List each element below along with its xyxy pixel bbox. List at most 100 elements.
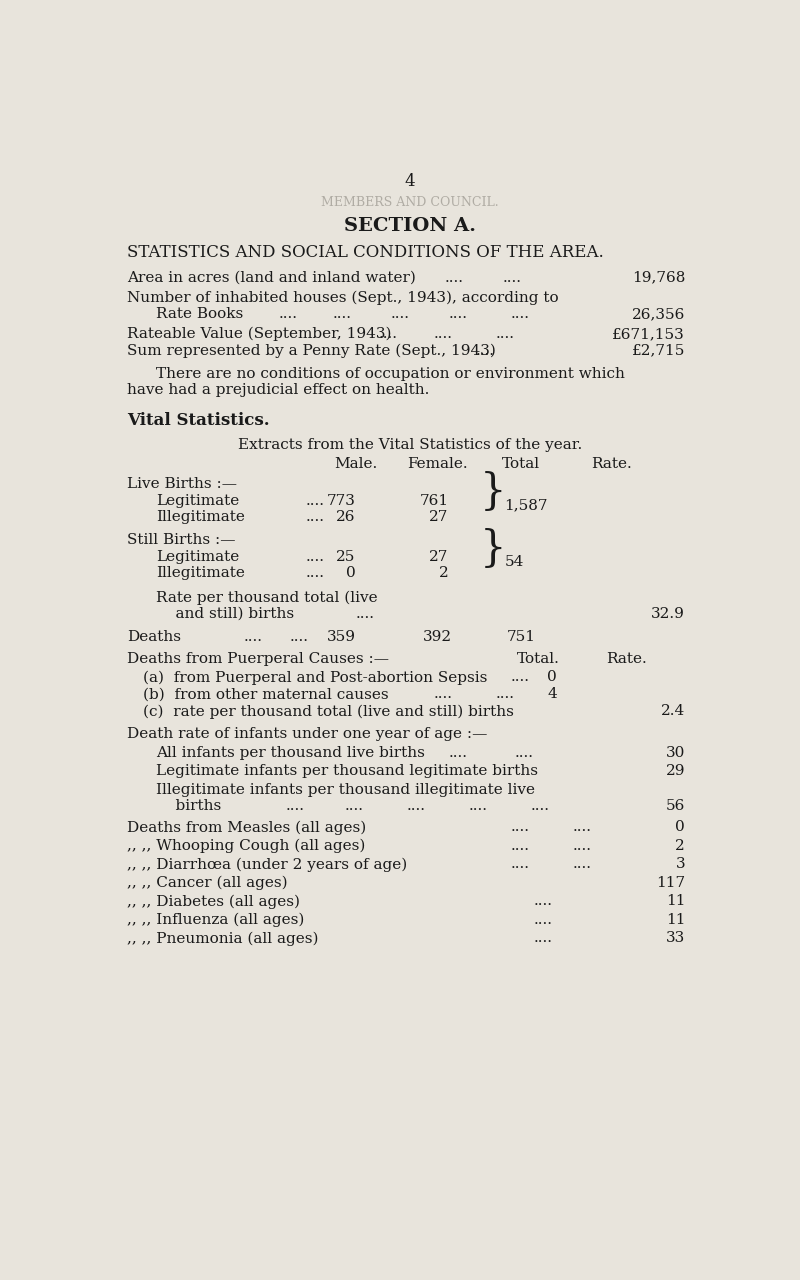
Text: Legitimate: Legitimate: [156, 494, 239, 508]
Text: }: }: [480, 471, 506, 513]
Text: have had a prejudicial effect on health.: have had a prejudicial effect on health.: [127, 383, 430, 397]
Text: }: }: [480, 527, 506, 570]
Text: ....: ....: [286, 799, 305, 813]
Text: Total.: Total.: [517, 652, 559, 666]
Text: ....: ....: [344, 799, 363, 813]
Text: ,, ,, Whooping Cough (all ages): ,, ,, Whooping Cough (all ages): [127, 838, 366, 854]
Text: (a)  from Puerperal and Post-abortion Sepsis: (a) from Puerperal and Post-abortion Sep…: [142, 671, 487, 685]
Text: 0: 0: [547, 671, 558, 685]
Text: ....: ....: [243, 630, 262, 644]
Text: ....: ....: [379, 326, 398, 340]
Text: Illegitimate infants per thousand illegitimate live: Illegitimate infants per thousand illegi…: [156, 782, 534, 796]
Text: 11: 11: [666, 913, 685, 927]
Text: ....: ....: [476, 344, 495, 358]
Text: ,, ,, Diarrhœa (under 2 years of age): ,, ,, Diarrhœa (under 2 years of age): [127, 858, 407, 872]
Text: Area in acres (land and inland water): Area in acres (land and inland water): [127, 270, 416, 284]
Text: MEMBERS AND COUNCIL.: MEMBERS AND COUNCIL.: [321, 196, 499, 209]
Text: ....: ....: [356, 607, 374, 621]
Text: ,, ,, Influenza (all ages): ,, ,, Influenza (all ages): [127, 913, 305, 927]
Text: ....: ....: [510, 307, 530, 321]
Text: ....: ....: [573, 820, 592, 835]
Text: ....: ....: [468, 799, 487, 813]
Text: ....: ....: [333, 307, 351, 321]
Text: ....: ....: [510, 858, 530, 872]
Text: ....: ....: [510, 820, 530, 835]
Text: Rate per thousand total (live: Rate per thousand total (live: [156, 591, 378, 605]
Text: ,, ,, Diabetes (all ages): ,, ,, Diabetes (all ages): [127, 895, 300, 909]
Text: ....: ....: [306, 566, 324, 580]
Text: ....: ....: [434, 687, 452, 701]
Text: 11: 11: [666, 895, 685, 909]
Text: 29: 29: [666, 764, 685, 778]
Text: ....: ....: [510, 671, 530, 685]
Text: 0: 0: [675, 820, 685, 835]
Text: 25: 25: [336, 550, 356, 564]
Text: births: births: [156, 799, 221, 813]
Text: ....: ....: [534, 913, 553, 927]
Text: 56: 56: [666, 799, 685, 813]
Text: 117: 117: [656, 876, 685, 890]
Text: 2.4: 2.4: [661, 704, 685, 718]
Text: ....: ....: [290, 630, 309, 644]
Text: 27: 27: [430, 511, 449, 524]
Text: Female.: Female.: [407, 457, 467, 471]
Text: ....: ....: [306, 511, 324, 524]
Text: 30: 30: [666, 746, 685, 760]
Text: Legitimate infants per thousand legitimate births: Legitimate infants per thousand legitima…: [156, 764, 538, 778]
Text: 27: 27: [430, 550, 449, 564]
Text: 2: 2: [439, 566, 449, 580]
Text: Rate Books: Rate Books: [156, 307, 243, 321]
Text: 1,587: 1,587: [505, 498, 548, 512]
Text: Live Births :—: Live Births :—: [127, 477, 237, 492]
Text: Male.: Male.: [334, 457, 378, 471]
Text: 751: 751: [506, 630, 535, 644]
Text: 2: 2: [675, 838, 685, 852]
Text: All infants per thousand live births: All infants per thousand live births: [156, 746, 425, 760]
Text: Deaths from Puerperal Causes :—: Deaths from Puerperal Causes :—: [127, 652, 389, 666]
Text: 19,768: 19,768: [632, 270, 685, 284]
Text: ....: ....: [495, 687, 514, 701]
Text: (b)  from other maternal causes: (b) from other maternal causes: [142, 687, 388, 701]
Text: ....: ....: [390, 307, 410, 321]
Text: 4: 4: [405, 173, 415, 189]
Text: Sum represented by a Penny Rate (Sept., 1943): Sum represented by a Penny Rate (Sept., …: [127, 344, 496, 358]
Text: 26,356: 26,356: [632, 307, 685, 321]
Text: Rate.: Rate.: [591, 457, 632, 471]
Text: ....: ....: [514, 746, 534, 760]
Text: Illegitimate: Illegitimate: [156, 566, 245, 580]
Text: STATISTICS AND SOCIAL CONDITIONS OF THE AREA.: STATISTICS AND SOCIAL CONDITIONS OF THE …: [127, 244, 604, 261]
Text: Still Births :—: Still Births :—: [127, 534, 236, 548]
Text: Number of inhabited houses (Sept., 1943), according to: Number of inhabited houses (Sept., 1943)…: [127, 291, 558, 305]
Text: Death rate of infants under one year of age :—: Death rate of infants under one year of …: [127, 727, 487, 741]
Text: ....: ....: [510, 838, 530, 852]
Text: ....: ....: [406, 799, 425, 813]
Text: 3: 3: [675, 858, 685, 872]
Text: ....: ....: [278, 307, 298, 321]
Text: ....: ....: [573, 838, 592, 852]
Text: Deaths: Deaths: [127, 630, 181, 644]
Text: ....: ....: [306, 550, 324, 564]
Text: Deaths from Measles (all ages): Deaths from Measles (all ages): [127, 820, 366, 835]
Text: SECTION A.: SECTION A.: [344, 216, 476, 234]
Text: ....: ....: [530, 799, 549, 813]
Text: Rate.: Rate.: [606, 652, 647, 666]
Text: Extracts from the Vital Statistics of the year.: Extracts from the Vital Statistics of th…: [238, 439, 582, 453]
Text: 761: 761: [420, 494, 449, 508]
Text: 33: 33: [666, 932, 685, 946]
Text: ....: ....: [306, 494, 324, 508]
Text: ,, ,, Pneumonia (all ages): ,, ,, Pneumonia (all ages): [127, 932, 318, 946]
Text: ....: ....: [445, 270, 464, 284]
Text: ....: ....: [449, 746, 468, 760]
Text: Total: Total: [502, 457, 540, 471]
Text: ....: ....: [449, 307, 468, 321]
Text: ....: ....: [503, 270, 522, 284]
Text: Vital Statistics.: Vital Statistics.: [127, 412, 270, 429]
Text: ....: ....: [534, 895, 553, 909]
Text: 773: 773: [327, 494, 356, 508]
Text: 32.9: 32.9: [651, 607, 685, 621]
Text: ,, ,, Cancer (all ages): ,, ,, Cancer (all ages): [127, 876, 288, 891]
Text: 0: 0: [346, 566, 356, 580]
Text: 392: 392: [422, 630, 452, 644]
Text: 4: 4: [547, 687, 558, 701]
Text: Legitimate: Legitimate: [156, 550, 239, 564]
